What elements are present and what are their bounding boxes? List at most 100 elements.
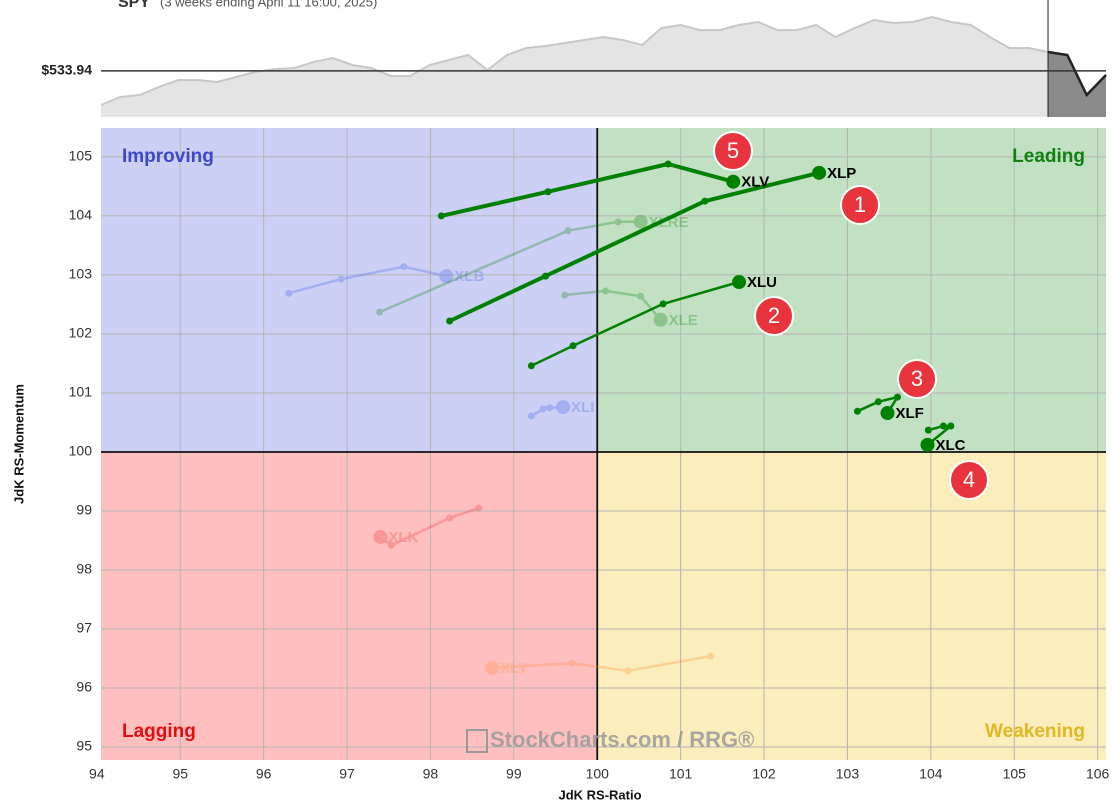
head-point [485, 660, 500, 675]
x-tick-label: 95 [172, 766, 188, 782]
tail-point [539, 405, 547, 413]
tail-point [637, 292, 645, 300]
tail-point [947, 422, 955, 430]
quadrant-label: Leading [1012, 146, 1085, 167]
series: XLP [446, 165, 856, 325]
series-label: XLY [500, 660, 528, 677]
head-point [633, 214, 648, 229]
reference-label: $533.94 [41, 62, 92, 78]
tail-line [530, 280, 740, 367]
tail-point [624, 667, 632, 675]
quadrant-label: Lagging [122, 721, 196, 742]
tail-point [707, 652, 715, 660]
annotation-badge [754, 296, 794, 336]
quadrant [597, 451, 1106, 760]
y-tick-label: 99 [76, 502, 92, 518]
tail-point [874, 398, 882, 406]
series: XLC [920, 422, 966, 454]
series: XLRE [376, 214, 689, 316]
x-tick-label: 103 [836, 766, 860, 782]
tail-point [446, 317, 454, 325]
series: XLK [373, 504, 483, 549]
tail-line [440, 162, 734, 218]
y-tick-label: 105 [69, 148, 93, 164]
tail-line [926, 424, 953, 446]
series-label: XLI [571, 399, 594, 416]
annotation-number: 2 [768, 303, 780, 328]
tail-point [893, 393, 901, 401]
head-point [812, 165, 827, 180]
series: XLV [437, 160, 769, 220]
tail-point [939, 422, 947, 430]
series-label: XLK [388, 529, 418, 546]
head-point [653, 312, 668, 327]
tail-point [542, 272, 550, 280]
annotation-number: 5 [727, 138, 739, 163]
series: XLU [527, 274, 777, 370]
watermark: StockCharts.com / RRG® [490, 727, 754, 752]
x-tick-label: 99 [506, 766, 522, 782]
tail-line [379, 506, 480, 547]
y-tick-label: 96 [76, 679, 92, 695]
tail-point [546, 404, 554, 412]
tail-window-area [1048, 52, 1106, 117]
series-label: XLC [936, 437, 966, 454]
series: XLB [285, 263, 484, 297]
tail-line [530, 405, 564, 418]
y-tick-label: 102 [69, 325, 93, 341]
head-point [920, 437, 935, 452]
series: XLF [853, 393, 924, 422]
series-label: XLV [741, 174, 769, 191]
tail-line [492, 654, 711, 673]
tail-point [602, 287, 610, 295]
tail-point [527, 412, 535, 420]
tail-point [437, 212, 445, 220]
annotation-badge [949, 460, 989, 500]
tail-point [544, 188, 552, 196]
annotation-badge [840, 185, 880, 225]
quadrant-label: Weakening [985, 721, 1085, 742]
x-axis-label: JdK RS-Ratio [558, 787, 641, 800]
y-tick-label: 101 [69, 384, 93, 400]
y-tick-label: 103 [69, 266, 93, 282]
tail-line [448, 170, 820, 323]
series-label: XLP [827, 165, 856, 182]
annotation-number: 1 [854, 192, 866, 217]
series: XLY [485, 652, 715, 677]
tail-point [376, 308, 384, 316]
tail-window-line [1047, 50, 1107, 98]
tail-point [337, 275, 345, 283]
head-point [439, 269, 454, 284]
tail-point [561, 291, 569, 299]
x-tick-label: 102 [752, 766, 776, 782]
quadrant [101, 451, 598, 760]
tail-point [924, 426, 932, 434]
tail-point [614, 218, 622, 226]
tail-line [288, 265, 447, 295]
tail-point [659, 300, 667, 308]
head-point [373, 529, 388, 544]
series-label: XLE [669, 312, 698, 329]
y-axis-label: JdK RS-Momentum [11, 384, 26, 504]
tail-point [400, 263, 408, 271]
spy-title: SPY [118, 0, 150, 11]
x-tick-label: 98 [423, 766, 439, 782]
quadrant-label: Improving [122, 146, 214, 167]
y-tick-label: 98 [76, 561, 92, 577]
x-tick-label: 100 [586, 766, 610, 782]
annotation-number: 4 [963, 467, 975, 492]
tail-point [564, 227, 572, 235]
tail-point [475, 504, 483, 512]
series-label: XLU [747, 274, 777, 291]
tail-line [379, 220, 641, 314]
tail-point [701, 197, 709, 205]
y-tick-label: 100 [69, 443, 93, 459]
series-label: XLRE [649, 214, 689, 231]
annotation-number: 3 [911, 366, 923, 391]
tail-point [285, 289, 293, 297]
tail-point [387, 541, 395, 549]
tail-point [664, 160, 672, 168]
head-point [726, 174, 741, 189]
tail-line [856, 395, 899, 414]
